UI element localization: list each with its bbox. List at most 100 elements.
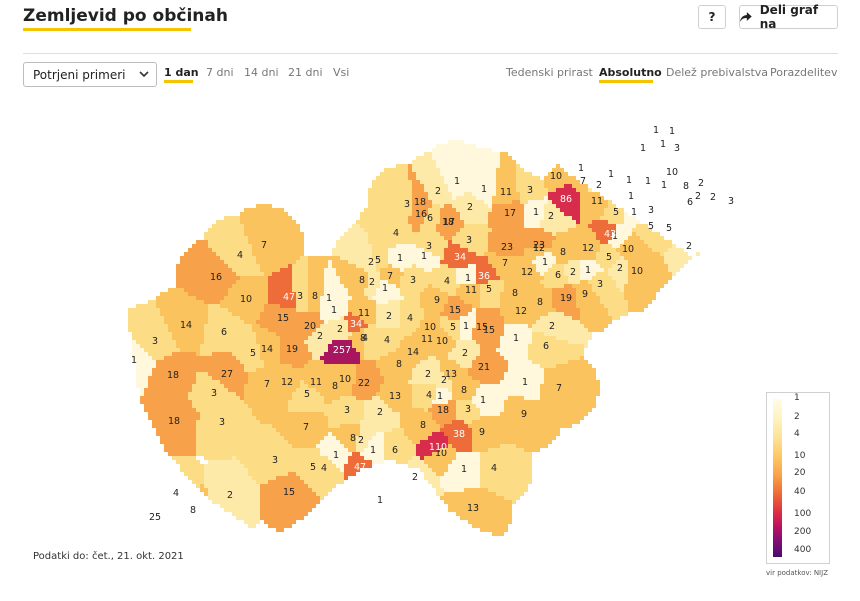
municipality-cell	[240, 444, 244, 448]
municipality-cell	[184, 272, 188, 276]
tab-7-dni[interactable]: 7 dni	[206, 66, 234, 79]
tab-absolutno[interactable]: Absolutno	[599, 66, 662, 79]
municipality-cell	[432, 408, 436, 412]
municipality-cell	[344, 240, 348, 244]
municipality-cell	[212, 232, 216, 236]
tab-tedenski-prirast[interactable]: Tedenski prirast	[506, 66, 593, 79]
metric-select[interactable]: Potrjeni primeri	[23, 62, 157, 87]
municipality-cell	[376, 208, 380, 212]
municipality-cell	[376, 428, 380, 432]
municipality-cell	[288, 304, 292, 308]
municipality-cell	[240, 352, 244, 356]
tab-14-dni[interactable]: 14 dni	[244, 66, 279, 79]
municipality-cell	[264, 344, 268, 348]
municipality-cell	[336, 324, 340, 328]
municipality-cell	[192, 256, 196, 260]
municipality-cell	[336, 364, 340, 368]
share-button[interactable]: Deli graf na	[739, 3, 838, 31]
municipality-cell	[392, 228, 396, 232]
municipality-cell	[228, 340, 232, 344]
municipality-cell	[248, 400, 252, 404]
municipality-cell	[300, 396, 304, 400]
municipality-cell	[376, 192, 380, 196]
municipality-cell	[312, 488, 316, 492]
municipality-cell	[428, 356, 432, 360]
municipality-cell	[252, 216, 256, 220]
municipality-cell	[332, 436, 336, 440]
municipality-cell	[220, 372, 224, 376]
municipality-cell	[304, 288, 308, 292]
municipality-cell	[140, 320, 144, 324]
municipality-cell	[280, 236, 284, 240]
municipality-cell	[432, 444, 436, 448]
municipality-cell	[144, 352, 148, 356]
municipality-cell	[176, 328, 180, 332]
municipality-cell	[348, 304, 352, 308]
municipality-cell	[144, 388, 148, 392]
municipality-cell	[232, 268, 236, 272]
municipality-cell	[356, 272, 360, 276]
municipality-cell	[176, 384, 180, 388]
municipality-cell	[168, 296, 172, 300]
municipality-cell	[280, 228, 284, 232]
municipality-cell	[316, 300, 320, 304]
municipality-cell	[380, 428, 384, 432]
municipality-cell	[400, 304, 404, 308]
municipality-cell	[204, 308, 208, 312]
municipality-cell	[328, 472, 332, 476]
municipality-cell	[256, 232, 260, 236]
municipality-cell	[208, 372, 212, 376]
municipality-cell	[388, 384, 392, 388]
municipality-cell	[424, 332, 428, 336]
municipality-cell	[268, 308, 272, 312]
municipality-cell	[208, 416, 212, 420]
municipality-cell	[224, 468, 228, 472]
municipality-cell	[416, 264, 420, 268]
municipality-cell	[384, 296, 388, 300]
municipality-cell	[244, 404, 248, 408]
municipality-cell	[252, 436, 256, 440]
municipality-cell	[332, 412, 336, 416]
municipality-cell	[272, 232, 276, 236]
municipality-cell	[236, 412, 240, 416]
municipality-cell	[232, 428, 236, 432]
municipality-cell	[300, 276, 304, 280]
municipality-cell	[380, 328, 384, 332]
municipality-cell	[400, 316, 404, 320]
municipality-cell	[260, 400, 264, 404]
municipality-cell	[332, 272, 336, 276]
municipality-cell	[404, 352, 408, 356]
municipality-cell	[208, 256, 212, 260]
municipality-cell	[312, 388, 316, 392]
municipality-cell	[188, 356, 192, 360]
municipality-cell	[292, 332, 296, 336]
municipality-cell	[268, 400, 272, 404]
municipality-cell	[212, 500, 216, 504]
municipality-cell	[276, 528, 280, 532]
help-button[interactable]: ?	[698, 5, 726, 29]
municipality-cell	[372, 260, 376, 264]
tab-1-dan[interactable]: 1 dan	[164, 66, 199, 79]
municipality-cell	[424, 204, 428, 208]
municipality-cell	[256, 296, 260, 300]
tab-delez-prebivalstva[interactable]: Delež prebivalstva	[666, 66, 769, 79]
municipality-cell	[328, 476, 332, 480]
tab-porazdelitev[interactable]: Porazdelitev	[770, 66, 838, 79]
municipality-cell	[272, 496, 276, 500]
municipality-cell	[380, 388, 384, 392]
municipality-cell	[188, 276, 192, 280]
municipality-cell	[344, 316, 348, 320]
municipality-cell	[228, 332, 232, 336]
municipality-cell	[352, 428, 356, 432]
municipality-cell	[344, 232, 348, 236]
tab-21-dni[interactable]: 21 dni	[288, 66, 323, 79]
municipality-cell	[360, 344, 364, 348]
tab-vsi[interactable]: Vsi	[333, 66, 350, 79]
municipality-cell	[324, 464, 328, 468]
municipality-cell	[276, 516, 280, 520]
municipality-cell	[264, 392, 268, 396]
municipality-cell	[388, 172, 392, 176]
municipality-cell	[240, 228, 244, 232]
municipality-cell	[336, 376, 340, 380]
municipality-cell	[292, 440, 296, 444]
